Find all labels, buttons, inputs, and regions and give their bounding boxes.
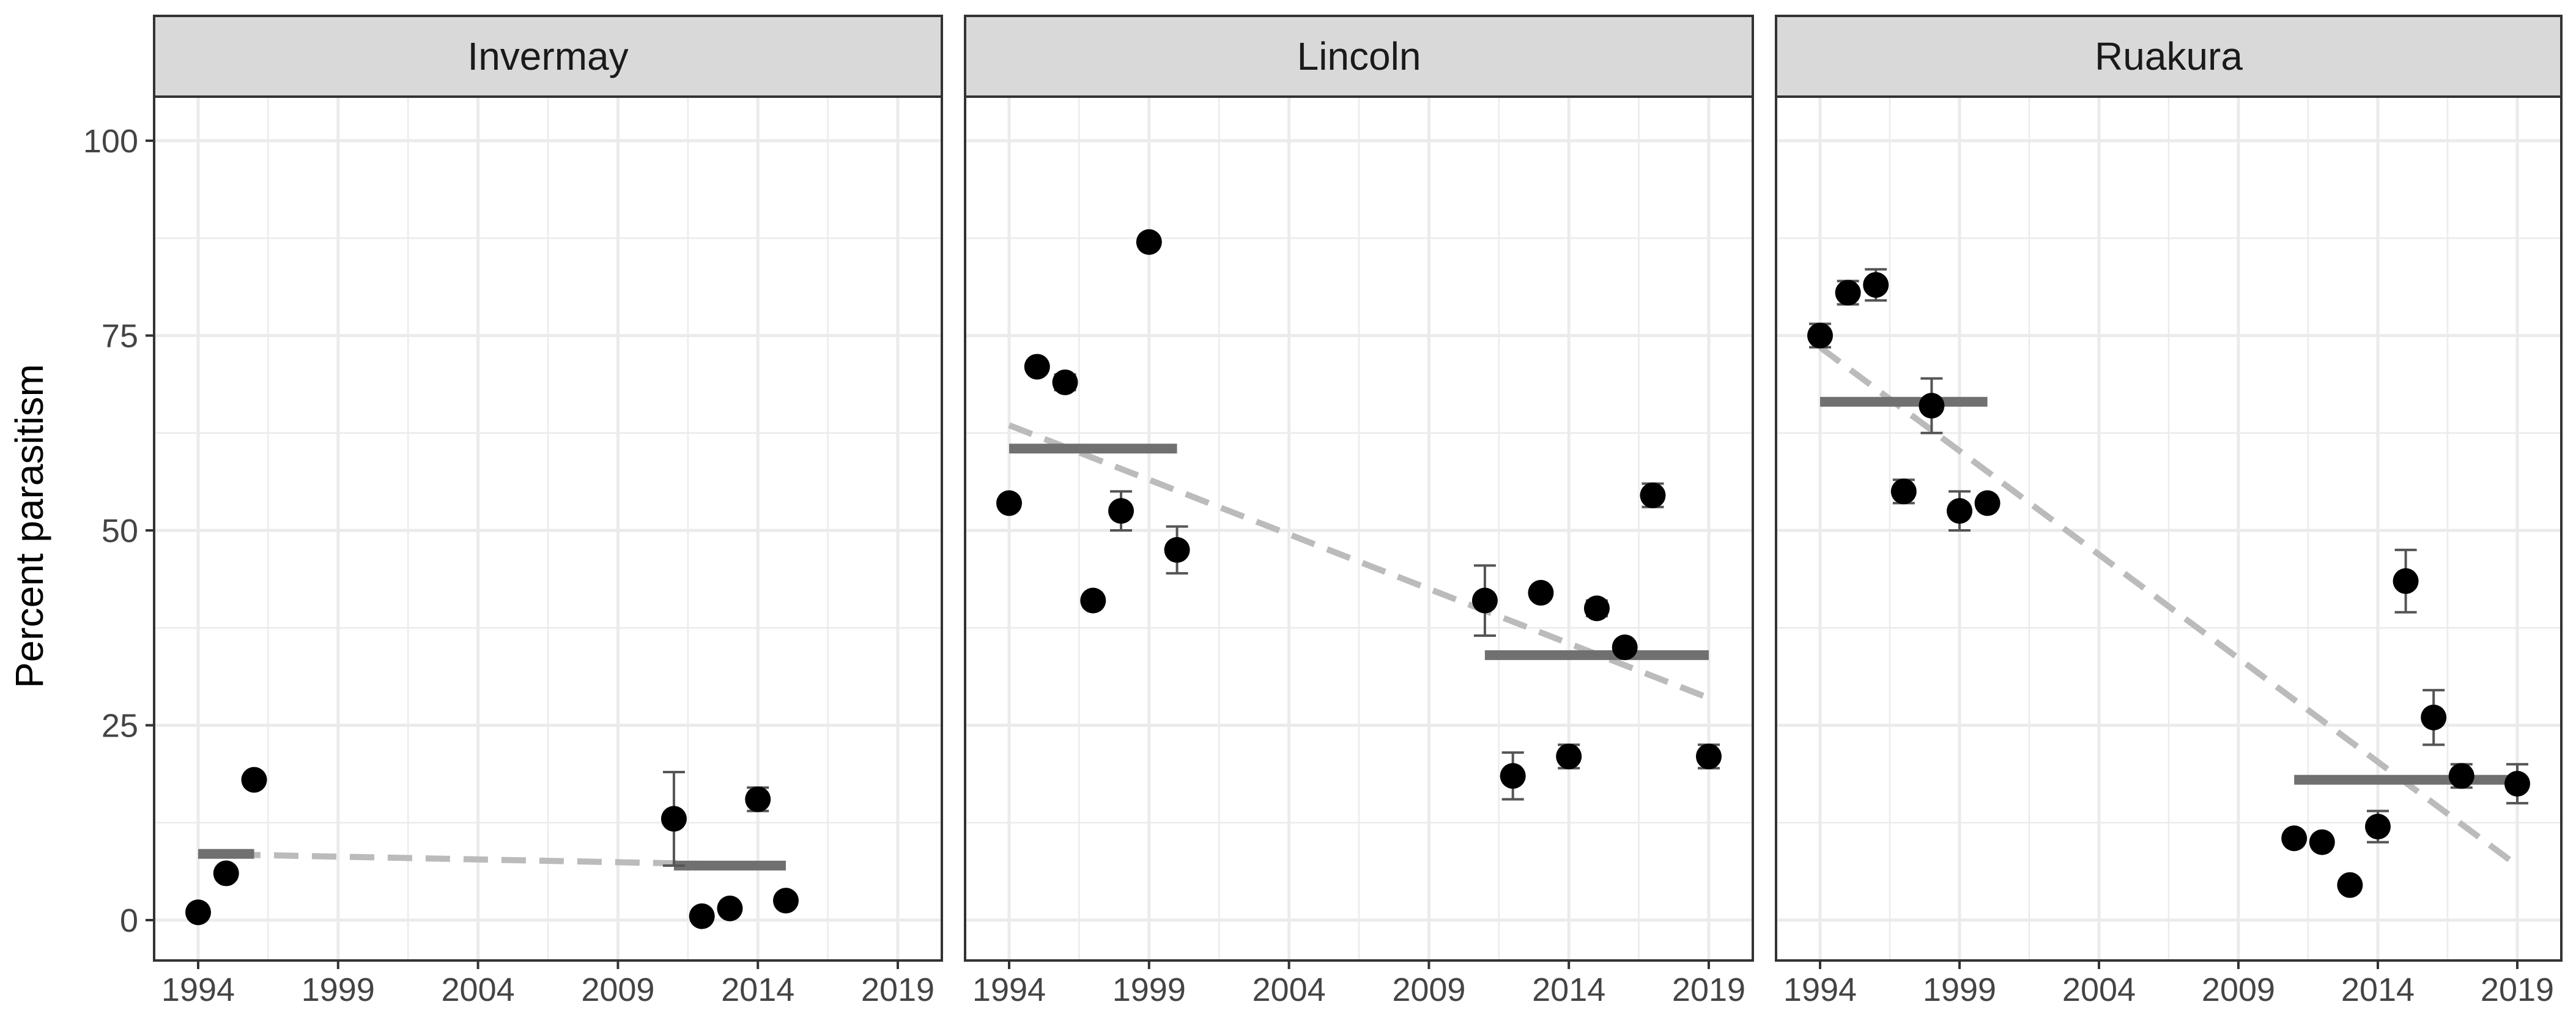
x-tick-label: 2009 (2202, 972, 2275, 1008)
data-point (1696, 743, 1722, 770)
data-point (185, 899, 211, 926)
facet-panels: Invermay 1994 1999 2004 2009 2014 2019 Lincoln 1… (83, 15, 2563, 1008)
y-tick-label: 75 (102, 318, 138, 355)
x-tick-label: 2019 (1672, 972, 1745, 1008)
data-point (1136, 229, 1162, 255)
x-tick-label: 2014 (2341, 972, 2415, 1008)
trend-line (198, 850, 786, 869)
facet-strip-label: Invermay (467, 34, 628, 78)
data-point (1500, 763, 1526, 789)
data-point (1807, 322, 1833, 349)
gridlines (154, 97, 942, 960)
data-point (2337, 872, 2363, 898)
y-tick-label: 25 (102, 708, 138, 745)
facet-strip (1775, 15, 2563, 98)
data-point (2504, 771, 2530, 797)
x-tick-label: 2009 (581, 972, 654, 1008)
data-point (1052, 369, 1078, 395)
x-tick-label: 2009 (1392, 972, 1465, 1008)
x-tick-label: 2004 (1253, 972, 1326, 1008)
data-point (1863, 272, 1889, 298)
y-tick-label: 50 (102, 513, 138, 549)
x-tick-label: 2014 (721, 972, 794, 1008)
data-point (1164, 537, 1190, 563)
data-point (2365, 814, 2391, 840)
x-tick-label: 2004 (2062, 972, 2136, 1008)
data-point (996, 490, 1022, 516)
data-point (1919, 393, 1945, 419)
x-axis: 1994 1999 2004 2009 2014 2019 (972, 960, 1745, 1008)
x-tick-label: 1999 (1923, 972, 1996, 1008)
x-tick-label: 1994 (1783, 972, 1857, 1008)
x-tick-label: 1999 (302, 972, 375, 1008)
data-point (1640, 482, 1666, 508)
data-point (745, 786, 771, 812)
data-point (1556, 743, 1582, 770)
data-point (2309, 829, 2335, 855)
data-point (213, 860, 239, 886)
facet-strip-label: Lincoln (1297, 34, 1421, 78)
data-point (1947, 498, 1972, 524)
x-tick-label: 2004 (442, 972, 515, 1008)
data-point (2393, 568, 2419, 594)
y-axis: 0 25 50 75 100 (83, 123, 154, 939)
x-tick-label: 1994 (972, 972, 1046, 1008)
data-point (1583, 595, 1610, 622)
x-axis: 1994 1999 2004 2009 2014 2019 (1783, 960, 2554, 1008)
data-point (2448, 763, 2474, 789)
gridlines (1776, 97, 2561, 960)
y-tick-label: 100 (83, 123, 138, 160)
data-point (1108, 498, 1134, 524)
data-point (1974, 490, 2000, 516)
data-point (2281, 825, 2308, 852)
x-axis: 1994 1999 2004 2009 2014 2019 (161, 960, 935, 1008)
x-tick-label: 1999 (1112, 972, 1186, 1008)
data-point (1471, 587, 1498, 614)
panel-invermay: Invermay 1994 1999 2004 2009 2014 2019 (153, 15, 943, 1008)
data-point (689, 903, 715, 929)
data-point (772, 888, 799, 914)
x-tick-label: 2014 (1532, 972, 1605, 1008)
x-tick-label: 2019 (861, 972, 935, 1008)
x-tick-label: 1994 (161, 972, 235, 1008)
facet-strip-label: Ruakura (2095, 34, 2243, 78)
data-point (661, 806, 687, 832)
gridlines (965, 97, 1753, 960)
data-point (241, 767, 267, 793)
panel-lincoln: Lincoln 1994 1999 2004 2009 2014 2019 (964, 15, 1754, 1008)
data-point (1080, 587, 1106, 614)
data-point (1024, 354, 1050, 380)
x-tick-label: 2019 (2481, 972, 2554, 1008)
facet-strip (964, 15, 1754, 98)
data-point (1612, 634, 1638, 661)
data-point (1890, 478, 1917, 505)
panel-ruakura: Ruakura 1994 1999 2004 2009 2014 2019 (1775, 15, 2563, 1008)
data-point (1835, 280, 1861, 306)
y-axis-label: Percent parasitism (7, 364, 51, 688)
y-tick-label: 0 (120, 902, 138, 939)
data-point (2421, 704, 2447, 730)
data-point (1528, 579, 1554, 606)
facet-strip (153, 15, 943, 98)
data-point (717, 895, 743, 921)
